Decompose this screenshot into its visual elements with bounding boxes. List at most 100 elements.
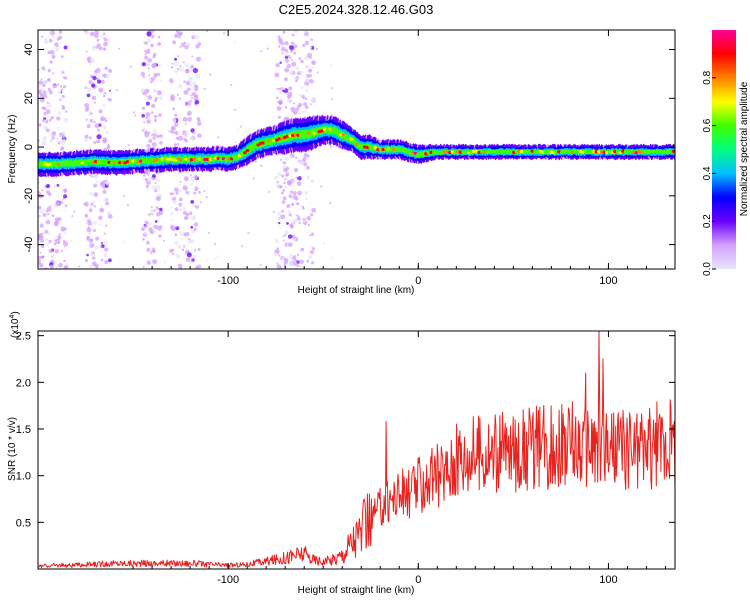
spectrogram-noise-cell [185, 257, 191, 262]
spectrogram-noise-cell [98, 46, 103, 51]
spectrogram-noise-cell [194, 186, 199, 191]
spectrogram-noise-cell [62, 241, 69, 247]
spectrogram-ridge-peak [296, 133, 300, 137]
spectrogram-noise-cell [41, 236, 44, 239]
spectrogram-noise-cell [64, 204, 68, 208]
spectrogram-noise-cell [252, 177, 255, 180]
spectrogram-noise-cell [56, 127, 60, 130]
spectrogram-noise-cell [170, 206, 173, 209]
spectrogram-noise-cell [141, 106, 146, 110]
spectrogram-noise-cell [304, 31, 307, 34]
spectrogram-y-tick-label: -40 [23, 237, 35, 253]
spectrogram-ridge-peak [102, 160, 106, 164]
spectrogram-noise-cell [278, 45, 281, 48]
spectrogram-noise-cell [299, 70, 304, 75]
spectrogram-noise-cell [198, 191, 201, 194]
spectrogram-noise-cell [47, 232, 51, 235]
spectrogram-noise-cell [103, 117, 107, 120]
spectrogram-noise-cell [88, 136, 92, 140]
spectrogram-noise-cell [71, 214, 74, 218]
colorbar-tick-label: 0.2 [702, 214, 713, 228]
spectrogram-noise-cell [100, 181, 104, 185]
spectrogram-noise-cell [290, 153, 295, 158]
spectrogram-noise-cell [296, 217, 301, 221]
spectrogram-noise-cell [277, 35, 281, 39]
spectrogram-noise-cell [285, 58, 290, 63]
spectrogram-ridge-peak [663, 150, 668, 154]
spectrogram-noise-cell [187, 116, 193, 122]
spectrogram-ridge-peak [341, 133, 346, 137]
spectrogram-ridge-peak [78, 160, 82, 164]
spectrogram-noise-cell [58, 233, 61, 236]
spectrogram-noise-cell [104, 259, 109, 265]
spectrogram-noise-cell [178, 36, 181, 39]
spectrogram-noise-cell [295, 156, 298, 160]
spectrogram-noise-cell [154, 182, 157, 185]
spectrogram-noise-cell [280, 87, 283, 90]
spectrogram-ridge-peak [237, 154, 242, 158]
spectrogram-noise-cell [150, 251, 153, 254]
spectrogram-noise-cell [289, 100, 292, 103]
spectrogram-noise-cell [279, 266, 283, 269]
spectrogram-ridge-peak [157, 158, 162, 162]
spectrogram-noise-cell [144, 41, 148, 45]
spectrogram-noise-cell [89, 205, 93, 208]
spectrogram-frame [37, 29, 676, 270]
spectrogram-ridge-peak [70, 161, 74, 165]
spectrogram-ridge-peak [176, 157, 181, 161]
spectrogram-ridge-peak [402, 149, 407, 153]
spectrogram-noise-cell [259, 264, 262, 267]
spectrogram-noise-cell [105, 41, 109, 45]
spectrogram-ridge-peak [578, 149, 583, 153]
spectrogram-noise-cell [284, 105, 288, 109]
spectrogram-noise-cell [307, 52, 312, 58]
spectrogram-noise-cell [42, 83, 46, 88]
spectrogram-noise-cell [154, 220, 158, 223]
spectrogram-noise-cell [146, 173, 150, 176]
spectrogram-noise-cell [330, 98, 334, 101]
spectrogram-noise-cell [147, 63, 151, 67]
spectrogram-noise-cell [168, 130, 171, 133]
spectrogram-noise-cell [174, 130, 179, 136]
spectrogram-noise-cell [172, 192, 175, 195]
spectrogram-noise-cell [91, 200, 96, 204]
spectrogram-ridge-peak [501, 150, 505, 155]
spectrogram-noise-cell [39, 251, 42, 254]
spectrogram-noise-cell [48, 90, 54, 95]
spectrogram-ridge-peak [416, 153, 420, 157]
spectrogram-noise-cell [174, 113, 178, 117]
spectrogram-ridge-peak [551, 151, 556, 155]
spectrogram-noise-cell [155, 196, 161, 202]
spectrogram-ridge-peak [104, 160, 109, 164]
spectrogram-noise-cell [304, 216, 308, 220]
spectrogram-noise-cell [49, 264, 54, 269]
spectrogram-ridge-peak [650, 150, 654, 154]
spectrogram-ridge-peak [450, 150, 455, 154]
spectrogram-noise-cell [144, 88, 150, 94]
spectrogram-noise-cell [280, 191, 284, 195]
spectrogram-noise-cell [39, 238, 45, 243]
spectrogram-noise-cell [277, 171, 282, 177]
spectrogram-noise-cell [282, 239, 285, 242]
spectrogram-ridge-peak [338, 133, 343, 137]
snr-scale-factor: (x104) [9, 311, 21, 338]
spectrogram-noise-cell [193, 227, 197, 231]
spectrogram-noise-cell [171, 62, 174, 65]
spectrogram-noise-cell [304, 89, 308, 93]
spectrogram-noise-cell [156, 225, 163, 231]
spectrogram-noise-cell [203, 189, 206, 192]
spectrogram-noise-cell [280, 214, 286, 220]
spectrogram-noise-cell [63, 194, 68, 199]
spectrogram-y-axis-label: Frequency (Hz) [7, 115, 18, 184]
spectrogram-noise-cell [162, 239, 166, 243]
spectrogram-noise-cell [132, 111, 136, 114]
spectrogram-ridge-peak [232, 155, 236, 160]
spectrogram-noise-cell [282, 87, 286, 91]
spectrogram-noise-cell [44, 237, 49, 242]
spectrogram-ridge-peak [519, 150, 524, 154]
spectrogram-noise-cell [286, 99, 291, 104]
spectrogram-noise-cell [159, 79, 162, 83]
spectrogram-ridge-peak [48, 162, 53, 166]
spectrogram-noise-cell [171, 252, 174, 256]
spectrogram-noise-cell [307, 68, 313, 73]
